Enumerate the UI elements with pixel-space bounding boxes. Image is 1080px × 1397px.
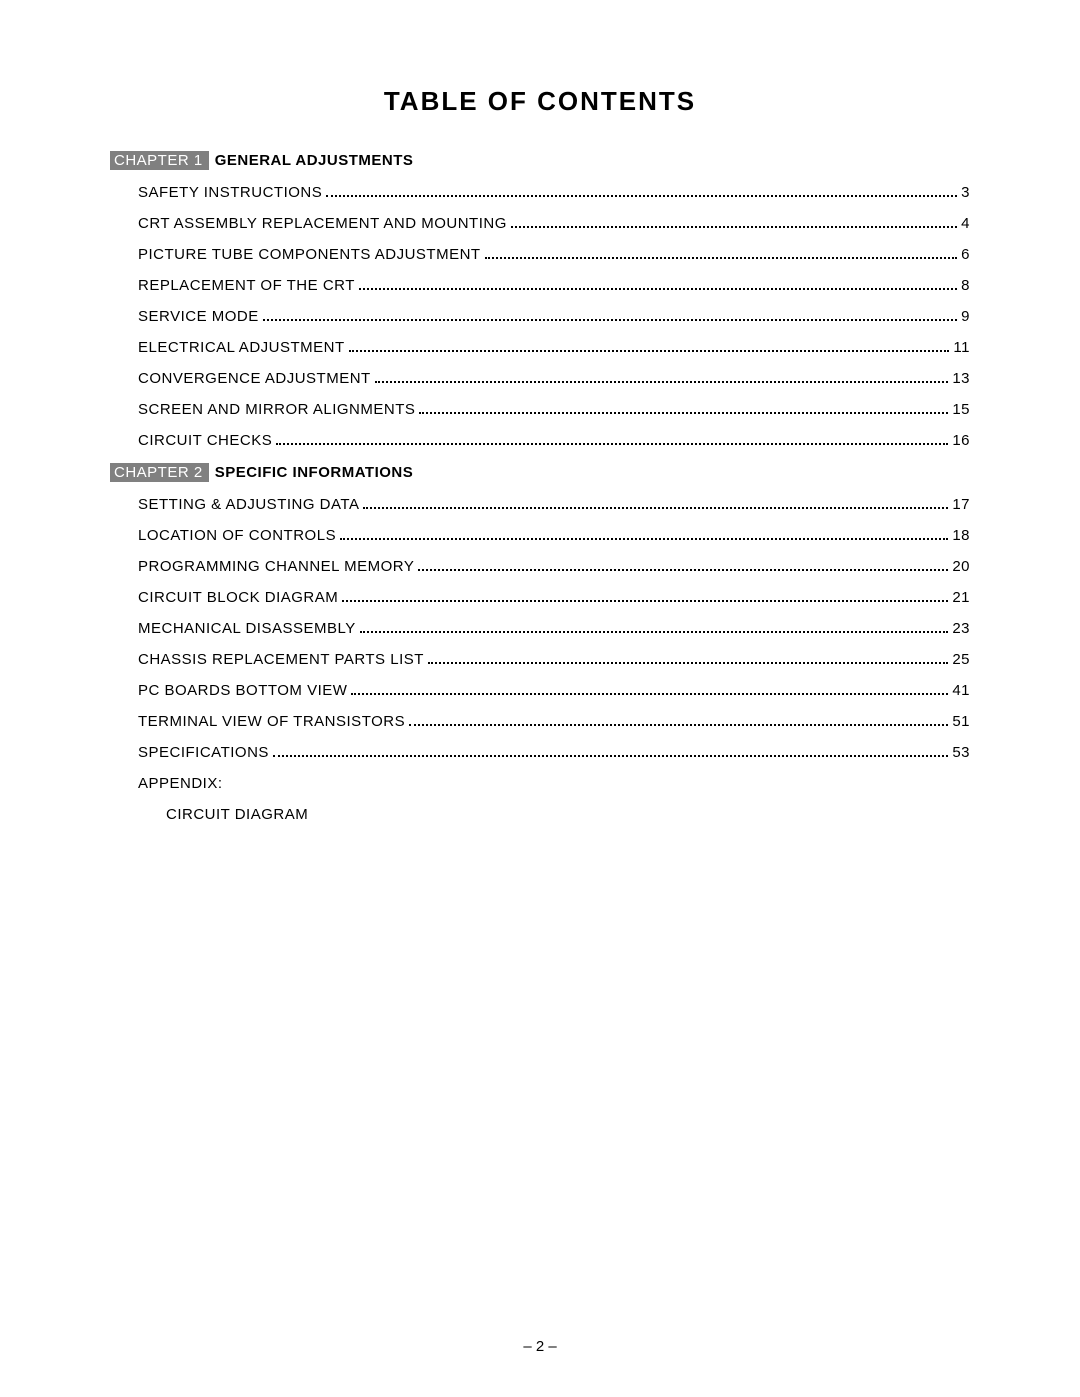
toc-row: LOCATION OF CONTROLS 18 (110, 527, 970, 544)
toc-leader (342, 600, 948, 602)
toc-entry-label: PROGRAMMING CHANNEL MEMORY (138, 558, 414, 575)
toc-row: PICTURE TUBE COMPONENTS ADJUSTMENT 6 (110, 246, 970, 263)
toc-entry-label: CIRCUIT BLOCK DIAGRAM (138, 589, 338, 606)
chapter-tag: CHAPTER 2 (110, 463, 209, 482)
toc-leader (418, 569, 948, 571)
toc-entry-label: SERVICE MODE (138, 308, 259, 325)
toc-entry-page: 17 (952, 496, 970, 513)
toc-row: TERMINAL VIEW OF TRANSISTORS 51 (110, 713, 970, 730)
toc-row: MECHANICAL DISASSEMBLY 23 (110, 620, 970, 637)
toc-leader (409, 724, 948, 726)
toc-entry-label: SETTING & ADJUSTING DATA (138, 496, 359, 513)
toc-entry-page: 9 (961, 308, 970, 325)
toc-body: CHAPTER 1 GENERAL ADJUSTMENTS SAFETY INSTR… (110, 151, 970, 761)
toc-leader (485, 257, 958, 259)
toc-row: PROGRAMMING CHANNEL MEMORY 20 (110, 558, 970, 575)
toc-row: CRT ASSEMBLY REPLACEMENT AND MOUNTING 4 (110, 215, 970, 232)
toc-leader (351, 693, 948, 695)
toc-entry-label: CONVERGENCE ADJUSTMENT (138, 370, 371, 387)
toc-row: CIRCUIT CHECKS 16 (110, 432, 970, 449)
chapter-title: SPECIFIC INFORMATIONS (215, 464, 414, 481)
toc-leader (359, 288, 957, 290)
toc-leader (419, 412, 948, 414)
toc-row: CONVERGENCE ADJUSTMENT 13 (110, 370, 970, 387)
toc-leader (340, 538, 948, 540)
toc-list: SAFETY INSTRUCTIONS 3 CRT ASSEMBLY REPLACE… (110, 184, 970, 449)
toc-entry-label: CIRCUIT CHECKS (138, 432, 272, 449)
toc-row: CIRCUIT BLOCK DIAGRAM 21 (110, 589, 970, 606)
toc-entry-page: 21 (952, 589, 970, 606)
chapter-header: CHAPTER 2 SPECIFIC INFORMATIONS (110, 463, 970, 482)
toc-entry-label: SAFETY INSTRUCTIONS (138, 184, 322, 201)
appendix-block: APPENDIX: CIRCUIT DIAGRAM (110, 775, 970, 823)
toc-leader (273, 755, 948, 757)
toc-entry-page: 51 (952, 713, 970, 730)
toc-entry-page: 8 (961, 277, 970, 294)
toc-entry-page: 6 (961, 246, 970, 263)
toc-row: SPECIFICATIONS 53 (110, 744, 970, 761)
toc-entry-label: PICTURE TUBE COMPONENTS ADJUSTMENT (138, 246, 481, 263)
toc-entry-label: MECHANICAL DISASSEMBLY (138, 620, 356, 637)
page-number: – 2 – (0, 1338, 1080, 1355)
toc-leader (428, 662, 948, 664)
toc-entry-page: 41 (952, 682, 970, 699)
page-title: TABLE OF CONTENTS (110, 86, 970, 117)
toc-leader (326, 195, 957, 197)
toc-entry-page: 3 (961, 184, 970, 201)
appendix-item: CIRCUIT DIAGRAM (138, 806, 970, 823)
appendix-label: APPENDIX: (138, 775, 970, 792)
toc-entry-label: ELECTRICAL ADJUSTMENT (138, 339, 345, 356)
toc-entry-label: SPECIFICATIONS (138, 744, 269, 761)
toc-entry-page: 25 (952, 651, 970, 668)
toc-entry-page: 11 (953, 339, 970, 356)
chapter-tag: CHAPTER 1 (110, 151, 209, 170)
chapter-header: CHAPTER 1 GENERAL ADJUSTMENTS (110, 151, 970, 170)
toc-entry-page: 53 (952, 744, 970, 761)
toc-leader (360, 631, 949, 633)
toc-entry-page: 20 (952, 558, 970, 575)
toc-leader (276, 443, 948, 445)
toc-entry-page: 18 (952, 527, 970, 544)
toc-entry-page: 23 (952, 620, 970, 637)
toc-row: ELECTRICAL ADJUSTMENT 11 (110, 339, 970, 356)
toc-leader (349, 350, 950, 352)
toc-leader (375, 381, 949, 383)
toc-row: REPLACEMENT OF THE CRT 8 (110, 277, 970, 294)
toc-entry-page: 13 (952, 370, 970, 387)
page: TABLE OF CONTENTS CHAPTER 1 GENERAL ADJUS… (0, 0, 1080, 1397)
toc-row: SERVICE MODE 9 (110, 308, 970, 325)
toc-row: SCREEN AND MIRROR ALIGNMENTS 15 (110, 401, 970, 418)
toc-entry-label: CHASSIS REPLACEMENT PARTS LIST (138, 651, 424, 668)
toc-row: SAFETY INSTRUCTIONS 3 (110, 184, 970, 201)
toc-leader (363, 507, 948, 509)
toc-leader (263, 319, 957, 321)
toc-entry-label: PC BOARDS BOTTOM VIEW (138, 682, 347, 699)
toc-entry-label: REPLACEMENT OF THE CRT (138, 277, 355, 294)
toc-list: SETTING & ADJUSTING DATA 17 LOCATION OF CO… (110, 496, 970, 761)
toc-entry-page: 15 (952, 401, 970, 418)
toc-entry-label: TERMINAL VIEW OF TRANSISTORS (138, 713, 405, 730)
toc-entry-page: 16 (952, 432, 970, 449)
toc-leader (511, 226, 957, 228)
toc-entry-page: 4 (961, 215, 970, 232)
toc-entry-label: LOCATION OF CONTROLS (138, 527, 336, 544)
toc-row: PC BOARDS BOTTOM VIEW 41 (110, 682, 970, 699)
toc-row: SETTING & ADJUSTING DATA 17 (110, 496, 970, 513)
toc-entry-label: SCREEN AND MIRROR ALIGNMENTS (138, 401, 415, 418)
toc-entry-label: CRT ASSEMBLY REPLACEMENT AND MOUNTING (138, 215, 507, 232)
chapter-title: GENERAL ADJUSTMENTS (215, 152, 414, 169)
toc-row: CHASSIS REPLACEMENT PARTS LIST 25 (110, 651, 970, 668)
